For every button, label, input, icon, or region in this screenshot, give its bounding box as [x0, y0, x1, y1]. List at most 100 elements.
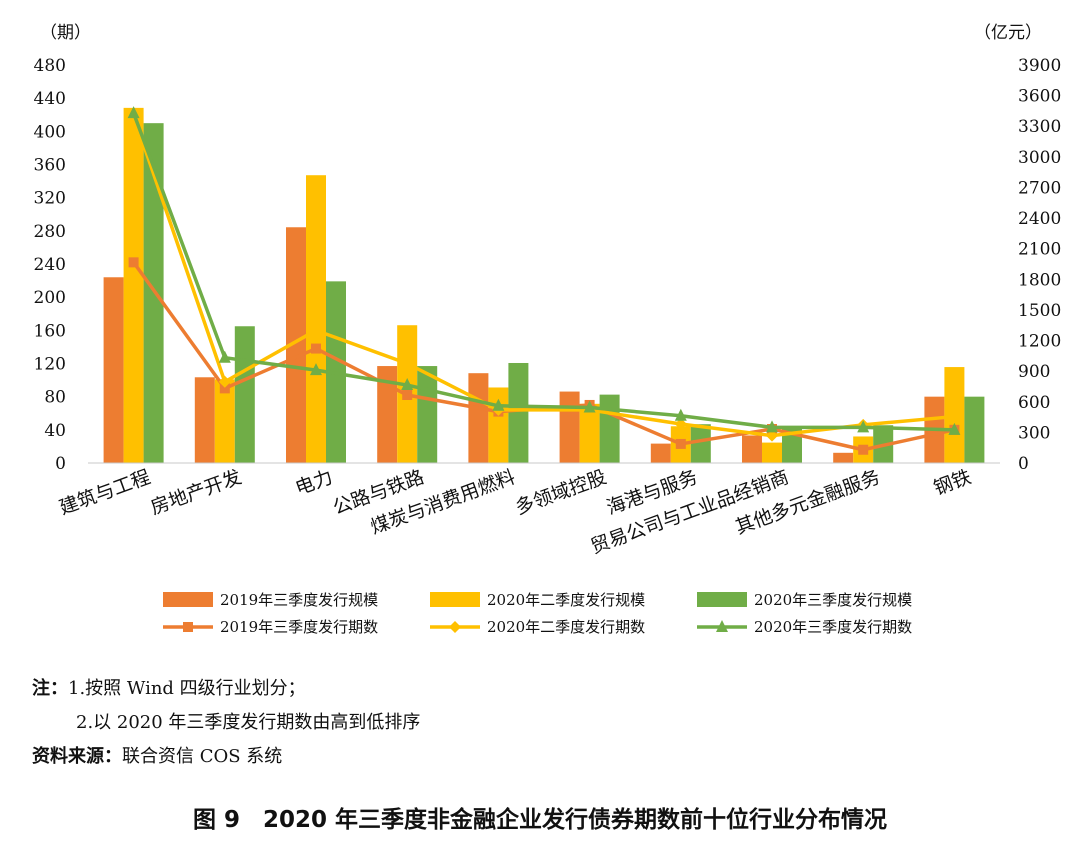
- note-text-1: 1.按照 Wind 四级行业划分；: [68, 678, 306, 699]
- right-tick-label: 600: [1018, 393, 1050, 413]
- right-tick-label: 3300: [1018, 117, 1061, 137]
- notes: 注：1.按照 Wind 四级行业划分； 2.以 2020 年三季度发行期数由高到…: [32, 672, 420, 774]
- right-tick-label: 900: [1018, 362, 1050, 382]
- marker-triangle: [127, 106, 140, 119]
- chart: 0 40 80 120 160 200 240 280 320 360 400 440 480 0 300…: [34, 23, 1062, 636]
- left-tick-label: 400: [34, 122, 66, 142]
- bar: [214, 379, 235, 463]
- marker-triangle: [492, 398, 505, 411]
- right-tick-label: 300: [1018, 423, 1050, 443]
- note-label: 注：: [32, 678, 68, 699]
- marker-triangle: [674, 408, 687, 421]
- bar: [742, 435, 762, 463]
- marker-triangle: [583, 400, 596, 413]
- bar: [143, 123, 164, 464]
- left-tick-label: 40: [44, 421, 66, 441]
- category-label: 钢铁: [931, 466, 974, 500]
- right-axis: 0 300 600 900 1200 1500 1800 2100 2400 2700 3000 33…: [1018, 56, 1061, 474]
- source-text: 联合资信 COS 系统: [122, 746, 283, 767]
- bar: [690, 424, 711, 463]
- marker-diamond: [310, 324, 322, 337]
- lines: [127, 106, 961, 455]
- marker-square: [402, 390, 413, 401]
- bar: [559, 391, 580, 463]
- bar: [964, 396, 985, 463]
- left-tick-label: 240: [34, 255, 66, 275]
- left-tick-label: 440: [34, 89, 66, 109]
- marker-square: [675, 438, 686, 449]
- bar: [599, 394, 620, 463]
- legend-label: 2020年三季度发行期数: [754, 618, 912, 636]
- legend-swatch: [163, 592, 213, 607]
- bar: [306, 175, 326, 463]
- left-tick-label: 120: [34, 355, 66, 375]
- marker-triangle: [401, 378, 414, 391]
- bar: [123, 107, 144, 463]
- marker-triangle: [310, 363, 322, 376]
- category-label: 多领域控股: [513, 466, 610, 519]
- marker-square: [128, 257, 139, 268]
- left-tick-label: 80: [44, 388, 66, 408]
- bar: [103, 277, 124, 463]
- note-line-2: 2.以 2020 年三季度发行期数由高到低排序: [32, 706, 420, 740]
- legend-marker: [716, 620, 728, 632]
- left-tick-label: 280: [34, 222, 66, 242]
- right-tick-label: 1200: [1018, 332, 1061, 352]
- marker-square: [858, 444, 869, 455]
- bar: [650, 443, 671, 463]
- marker-triangle: [948, 422, 961, 435]
- category-label: 建筑与工程: [57, 466, 154, 519]
- marker-diamond: [948, 410, 961, 423]
- left-tick-label: 320: [34, 189, 66, 209]
- right-tick-label: 2100: [1018, 240, 1061, 260]
- right-tick-label: 0: [1018, 454, 1029, 474]
- left-tick-label: 0: [55, 454, 66, 474]
- marker-triangle: [218, 350, 231, 363]
- marker-triangle: [857, 420, 870, 433]
- legend-label: 2020年二季度发行期数: [487, 618, 645, 636]
- bar: [286, 227, 306, 463]
- left-axis: 0 40 80 120 160 200 240 280 320 360 400 440 480: [34, 56, 66, 474]
- right-tick-label: 2700: [1018, 178, 1061, 198]
- legend-marker: [183, 622, 193, 632]
- right-axis-unit: （亿元）: [974, 23, 1042, 43]
- legend-label: 2020年二季度发行规模: [487, 591, 645, 609]
- right-tick-label: 3600: [1018, 87, 1061, 107]
- marker-diamond: [401, 357, 414, 370]
- marker-diamond: [218, 375, 231, 388]
- marker-diamond: [674, 418, 687, 431]
- bar: [234, 326, 255, 463]
- legend-label: 2020年三季度发行规模: [754, 591, 912, 609]
- left-axis-unit: （期）: [40, 23, 91, 43]
- category-label: 房地产开发: [148, 466, 245, 519]
- right-tick-label: 3900: [1018, 56, 1061, 76]
- source-label: 资料来源：: [32, 746, 122, 767]
- marker-square: [219, 383, 230, 394]
- series-line: [131, 115, 955, 438]
- legend-swatch: [697, 592, 747, 607]
- legend-label: 2019年三季度发行规模: [220, 591, 378, 609]
- category-label: 电力: [292, 466, 335, 500]
- bar: [468, 373, 489, 463]
- bar: [579, 403, 600, 463]
- right-tick-label: 1500: [1018, 301, 1061, 321]
- source-line: 资料来源：联合资信 COS 系统: [32, 740, 420, 774]
- series-line: [132, 261, 955, 452]
- right-tick-label: 1800: [1018, 270, 1061, 290]
- bar: [377, 366, 398, 463]
- bar: [833, 452, 854, 463]
- figure-caption: 图 9 2020 年三季度非金融企业发行债券期数前十位行业分布情况: [192, 807, 888, 833]
- legend-label: 2019年三季度发行期数: [220, 618, 378, 636]
- right-tick-label: 2400: [1018, 209, 1061, 229]
- legend-marker: [449, 621, 461, 633]
- left-tick-label: 360: [34, 156, 66, 176]
- bar: [762, 442, 782, 463]
- note-line-1: 注：1.按照 Wind 四级行业划分；: [32, 672, 420, 706]
- left-tick-label: 200: [34, 288, 66, 308]
- legend-swatch: [430, 592, 480, 607]
- right-tick-label: 3000: [1018, 148, 1061, 168]
- legend: 2019年三季度发行规模 2020年二季度发行规模 2020年三季度发行规模 2019…: [163, 591, 912, 636]
- bar: [417, 366, 438, 463]
- bar: [508, 362, 529, 463]
- left-tick-label: 480: [34, 56, 66, 76]
